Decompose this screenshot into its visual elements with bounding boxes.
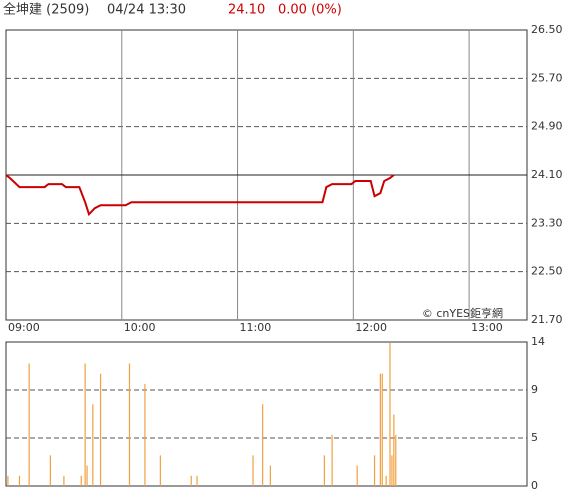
y-tick-label: 14 [531, 335, 545, 348]
stock-name: 全坤建 (2509) [3, 2, 89, 18]
datetime: 04/24 13:30 [107, 3, 186, 18]
x-tick-label: 11:00 [240, 321, 272, 334]
x-tick-label: 13:00 [471, 321, 503, 334]
y-tick-label: 9 [531, 383, 538, 396]
y-tick-label: 21.70 [531, 313, 563, 326]
change: 0.00 (0%) [278, 3, 342, 18]
x-tick-label: 10:00 [124, 321, 156, 334]
plot-area [5, 341, 528, 487]
x-tick-label: 09:00 [8, 321, 40, 334]
y-tick-label: 24.90 [531, 120, 563, 133]
y-tick-label: 26.50 [531, 23, 563, 36]
y-tick-label: 5 [531, 431, 538, 444]
y-tick-label: 23.30 [531, 216, 563, 229]
x-tick-label: 12:00 [355, 321, 387, 334]
price: 24.10 [228, 3, 265, 18]
y-tick-label: 25.70 [531, 71, 563, 84]
watermark: © cnYES鉅亨網 [422, 306, 503, 320]
y-tick-label: 24.10 [531, 168, 563, 181]
y-tick-label: 0 [531, 479, 538, 492]
y-tick-label: 22.50 [531, 265, 563, 278]
price-line [5, 174, 395, 217]
